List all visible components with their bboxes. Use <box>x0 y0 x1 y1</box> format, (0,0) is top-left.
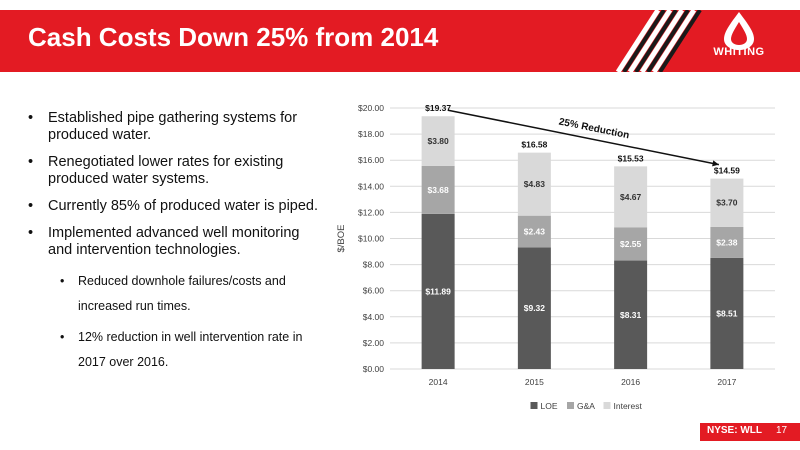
y-tick-label: $6.00 <box>363 286 385 296</box>
bar-loe-2016 <box>614 260 648 369</box>
logo-text: WHITING <box>713 46 765 58</box>
drop-icon <box>724 12 754 50</box>
data-label: $9.32 <box>524 303 546 313</box>
data-label: $4.67 <box>620 192 642 202</box>
sub-bullet-item: 12% reduction in well intervention rate … <box>26 325 326 375</box>
data-label: $2.55 <box>620 239 642 249</box>
slide-title: Cash Costs Down 25% from 2014 <box>28 22 439 52</box>
bullet-item: Implemented advanced well monitoring and… <box>26 225 326 259</box>
y-tick-label: $14.00 <box>358 181 384 191</box>
y-tick-label: $8.00 <box>363 260 385 270</box>
total-label: $19.37 <box>425 103 451 113</box>
data-label: $3.80 <box>427 136 449 146</box>
legend-swatch <box>603 402 611 409</box>
bullet-list: Established pipe gathering systems for p… <box>26 110 326 381</box>
y-tick-label: $16.00 <box>358 155 384 165</box>
x-tick-label: 2015 <box>525 377 544 387</box>
page-number: 17 <box>776 425 788 436</box>
sub-bullet-item: Reduced downhole failures/costs and incr… <box>26 269 326 319</box>
whiting-logo: WHITING <box>700 8 778 78</box>
bar-interest-2015 <box>517 152 551 216</box>
data-label: $8.51 <box>716 308 738 318</box>
bar-loe-2014 <box>421 213 455 369</box>
y-tick-label: $0.00 <box>363 364 385 374</box>
legend-swatch <box>567 402 574 409</box>
data-label: $3.70 <box>716 198 738 208</box>
bullet-item: Renegotiated lower rates for existing pr… <box>26 154 326 188</box>
trend-annotation: 25% Reduction <box>558 117 630 142</box>
bar-ga-2017 <box>710 226 744 258</box>
x-tick-label: 2014 <box>429 377 448 387</box>
legend-label: LOE <box>541 401 558 411</box>
data-label: $2.38 <box>716 237 738 247</box>
total-label: $14.59 <box>714 166 740 176</box>
y-axis-label: $/BOE <box>336 225 347 253</box>
x-tick-label: 2017 <box>717 377 736 387</box>
legend-label: Interest <box>614 401 643 411</box>
y-tick-label: $12.00 <box>358 207 384 217</box>
bar-loe-2017 <box>710 257 744 369</box>
bar-interest-2016 <box>614 166 648 228</box>
total-label: $15.53 <box>618 153 644 163</box>
bar-loe-2015 <box>517 247 551 369</box>
bar-interest-2014 <box>421 116 455 166</box>
bar-interest-2017 <box>710 178 744 227</box>
y-tick-label: $4.00 <box>363 312 385 322</box>
bullet-item: Currently 85% of produced water is piped… <box>26 198 326 215</box>
decorative-stripes <box>615 10 702 72</box>
bar-ga-2014 <box>421 165 455 214</box>
legend-label: G&A <box>577 401 595 411</box>
data-label: $4.83 <box>524 179 546 189</box>
bullet-item: Established pipe gathering systems for p… <box>26 110 326 144</box>
y-tick-label: $20.00 <box>358 103 384 113</box>
ticker-label: NYSE: WLL <box>707 425 762 436</box>
x-tick-label: 2016 <box>621 377 640 387</box>
y-tick-label: $10.00 <box>358 234 384 244</box>
cash-cost-chart: $0.00 $2.00 $4.00 $6.00 $8.00 $10.00 $12.00 $14… <box>336 103 775 411</box>
data-label: $11.89 <box>425 286 451 296</box>
total-label: $16.58 <box>521 140 547 150</box>
data-label: $3.68 <box>427 185 449 195</box>
footer-bar <box>700 423 800 441</box>
legend-swatch <box>530 402 538 409</box>
bar-ga-2015 <box>517 215 551 248</box>
trend-arrow-line <box>447 109 720 166</box>
y-tick-label: $18.00 <box>358 129 384 139</box>
trend-arrow-head <box>712 160 719 167</box>
y-tick-label: $2.00 <box>363 338 385 348</box>
data-label: $2.43 <box>524 227 546 237</box>
bar-ga-2016 <box>614 227 648 261</box>
data-label: $8.31 <box>620 310 642 320</box>
